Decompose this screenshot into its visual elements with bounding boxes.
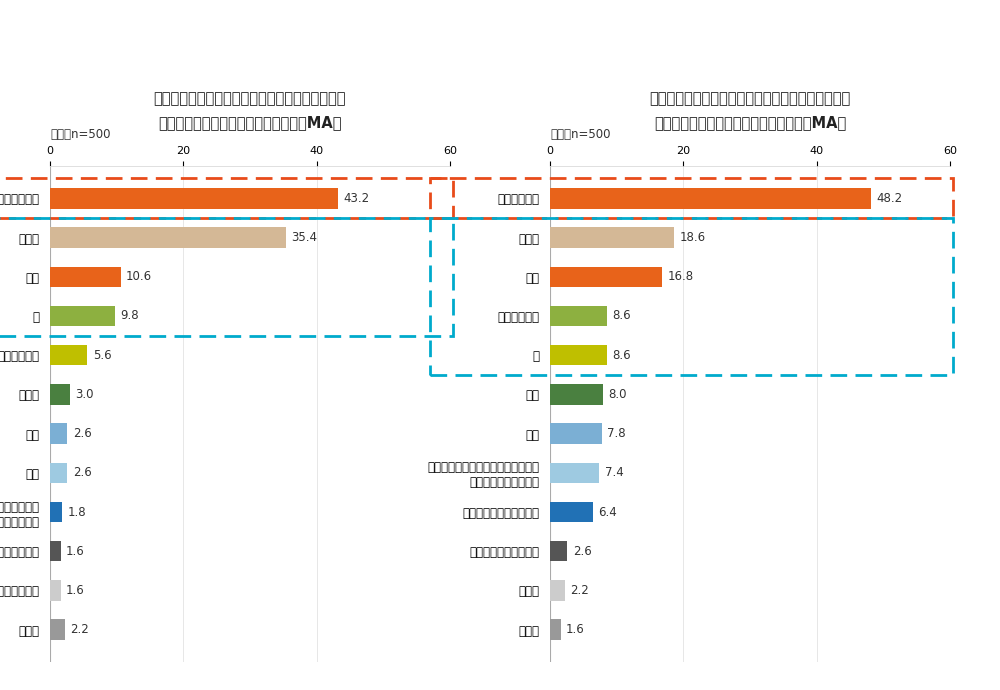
Bar	[50, 188, 338, 208]
Text: 2.2: 2.2	[70, 623, 89, 636]
Bar	[50, 384, 70, 404]
Bar	[430, 217, 953, 375]
Text: 2.6: 2.6	[573, 544, 591, 558]
Text: 48.2: 48.2	[877, 192, 903, 205]
Bar	[50, 306, 115, 326]
Text: 7.8: 7.8	[607, 427, 626, 440]
Bar	[50, 228, 286, 248]
Bar	[550, 266, 662, 287]
Bar	[550, 345, 607, 366]
Text: 6.4: 6.4	[598, 506, 617, 518]
Bar	[50, 541, 61, 562]
Bar	[50, 345, 87, 366]
Bar	[550, 620, 561, 640]
Bar	[550, 228, 674, 248]
Bar	[550, 424, 602, 444]
Bar	[550, 384, 603, 404]
Text: 1.8: 1.8	[67, 506, 86, 518]
Text: 9.8: 9.8	[121, 310, 139, 322]
Bar	[50, 502, 62, 522]
Bar	[550, 306, 607, 326]
Bar	[430, 179, 953, 218]
Text: 8.6: 8.6	[613, 348, 631, 362]
Title: （夫へ）あなたは今年のホワイトデーに配偶者へ
どんなプレゼントを贈る予定ですか（MA）: （夫へ）あなたは今年のホワイトデーに配偶者へ どんなプレゼントを贈る予定ですか（…	[154, 91, 346, 130]
Text: 1.6: 1.6	[66, 584, 85, 597]
Text: 2.6: 2.6	[73, 427, 91, 440]
Text: 8.6: 8.6	[613, 310, 631, 322]
Bar	[550, 502, 593, 522]
Text: 10.6: 10.6	[126, 270, 152, 284]
Bar	[550, 462, 599, 483]
Text: 1.6: 1.6	[566, 623, 585, 636]
Title: （妻へ）あなたは今年のホワイトデーに配偶者から
どんなプレゼントを贈られたいですか（MA）: （妻へ）あなたは今年のホワイトデーに配偶者から どんなプレゼントを贈られたいです…	[649, 91, 851, 130]
Text: 43.2: 43.2	[343, 192, 369, 205]
Bar	[0, 179, 453, 218]
Text: 2.6: 2.6	[73, 466, 91, 480]
Bar	[550, 541, 567, 562]
Bar	[0, 217, 453, 336]
Text: 35.4: 35.4	[291, 231, 317, 244]
Text: 8.0: 8.0	[609, 388, 627, 401]
Text: 16.8: 16.8	[667, 270, 693, 284]
Text: 18.6: 18.6	[679, 231, 705, 244]
Bar	[50, 620, 65, 640]
Text: 2.2: 2.2	[570, 584, 589, 597]
Text: 1.6: 1.6	[66, 544, 85, 558]
Bar	[50, 266, 121, 287]
Text: 7.4: 7.4	[605, 466, 623, 480]
Bar	[50, 462, 67, 483]
Text: 5.6: 5.6	[93, 348, 111, 362]
Bar	[550, 580, 565, 600]
Bar	[550, 188, 871, 208]
Bar	[50, 580, 61, 600]
Bar	[50, 424, 67, 444]
Text: 【夫】n=500: 【夫】n=500	[50, 128, 110, 141]
Text: 3.0: 3.0	[75, 388, 94, 401]
Text: 【妻】n=500: 【妻】n=500	[550, 128, 610, 141]
